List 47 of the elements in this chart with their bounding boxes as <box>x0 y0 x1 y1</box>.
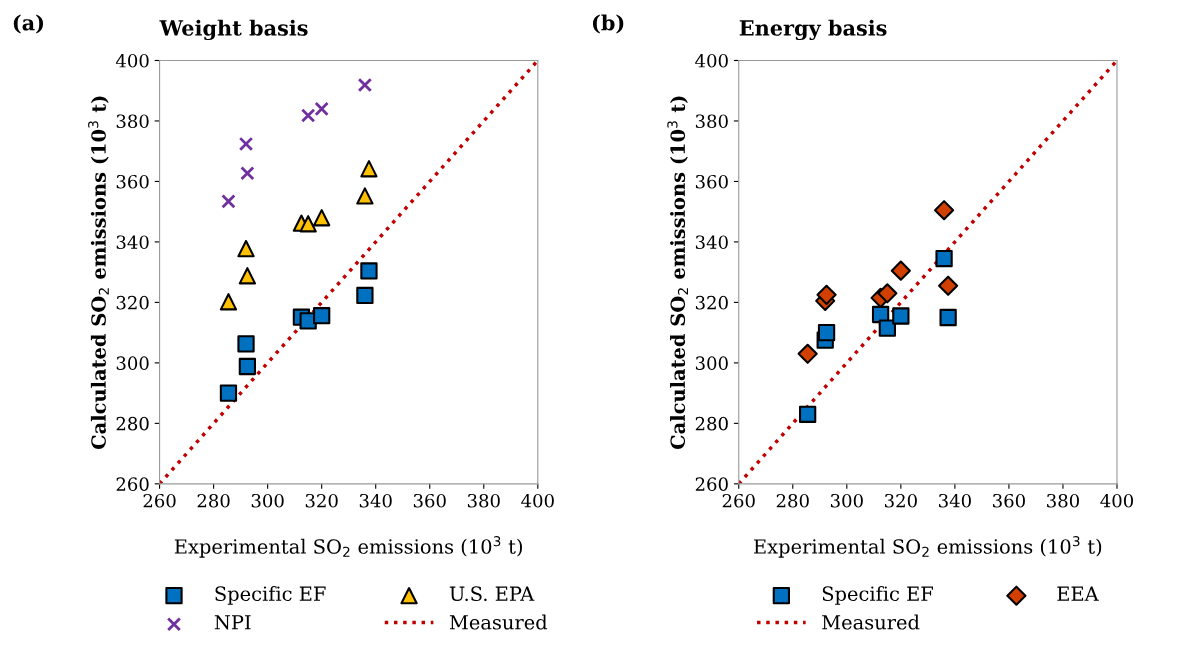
legend-label: Specific EF <box>215 586 326 605</box>
x-tick-label: 300 <box>830 493 863 508</box>
y-tick-label: 360 <box>695 174 728 189</box>
y-tick-label: 260 <box>695 477 728 491</box>
y-axis-title: Calculated SO$_{2}$ emissions (10$^{3}$ t) <box>88 96 109 450</box>
legend-label: U.S. EPA <box>449 586 535 602</box>
y-tick-label: 320 <box>116 295 149 310</box>
y-tick-label: 380 <box>116 114 149 129</box>
x-tick-label: 300 <box>251 493 284 508</box>
text: (a) <box>13 14 44 34</box>
y-tick-label: 380 <box>695 114 728 129</box>
x-tick-label: 280 <box>776 493 809 508</box>
y-tick-label: 280 <box>695 416 728 431</box>
y-axis-title: Calculated SO$_{2}$ emissions (10$^{3}$ t) <box>667 96 689 450</box>
y-tick-label: 320 <box>695 295 728 310</box>
y-tick-label: 360 <box>116 174 149 189</box>
x-tick-label: 380 <box>467 493 500 508</box>
legend-label: Measured <box>822 614 920 630</box>
x-tick-label: 320 <box>305 493 338 508</box>
y-tick-label: 300 <box>116 356 149 370</box>
chart-title: Weight basis <box>159 19 308 41</box>
y-tick-label: 400 <box>695 53 728 68</box>
x-tick-label: 360 <box>413 493 446 508</box>
x-tick-label: 340 <box>359 493 392 508</box>
x-tick-label: 260 <box>143 493 176 508</box>
text: (b) <box>592 14 624 34</box>
y-tick-label: 280 <box>116 416 149 431</box>
y-tick-label: 340 <box>695 235 728 250</box>
x-tick-label: 340 <box>939 493 971 508</box>
chart-title: Energy basis <box>739 19 887 41</box>
x-tick-label: 280 <box>197 493 230 508</box>
x-axis-title: Experimental SO$_{2}$ emissions (10$^{3}$ t) <box>174 536 522 558</box>
x-tick-label: 260 <box>722 493 755 508</box>
legend-label: Measured <box>449 614 548 630</box>
y-tick-label: 300 <box>695 356 728 370</box>
y-tick-label: 340 <box>116 235 149 250</box>
legend-label: NPI <box>214 615 251 630</box>
x-tick-label: 400 <box>1100 493 1134 508</box>
x-tick-label: 320 <box>885 493 917 508</box>
x-tick-label: 360 <box>993 493 1025 508</box>
x-axis-title: Experimental SO$_{2}$ emissions (10$^{3}$ t) <box>754 536 1102 558</box>
y-tick-label: 400 <box>115 53 149 68</box>
y-tick-label: 260 <box>116 477 149 491</box>
legend-label: EEA <box>1057 586 1099 601</box>
legend-label: Specific EF <box>822 586 933 605</box>
x-tick-label: 400 <box>521 493 554 508</box>
x-tick-label: 380 <box>1047 493 1079 508</box>
